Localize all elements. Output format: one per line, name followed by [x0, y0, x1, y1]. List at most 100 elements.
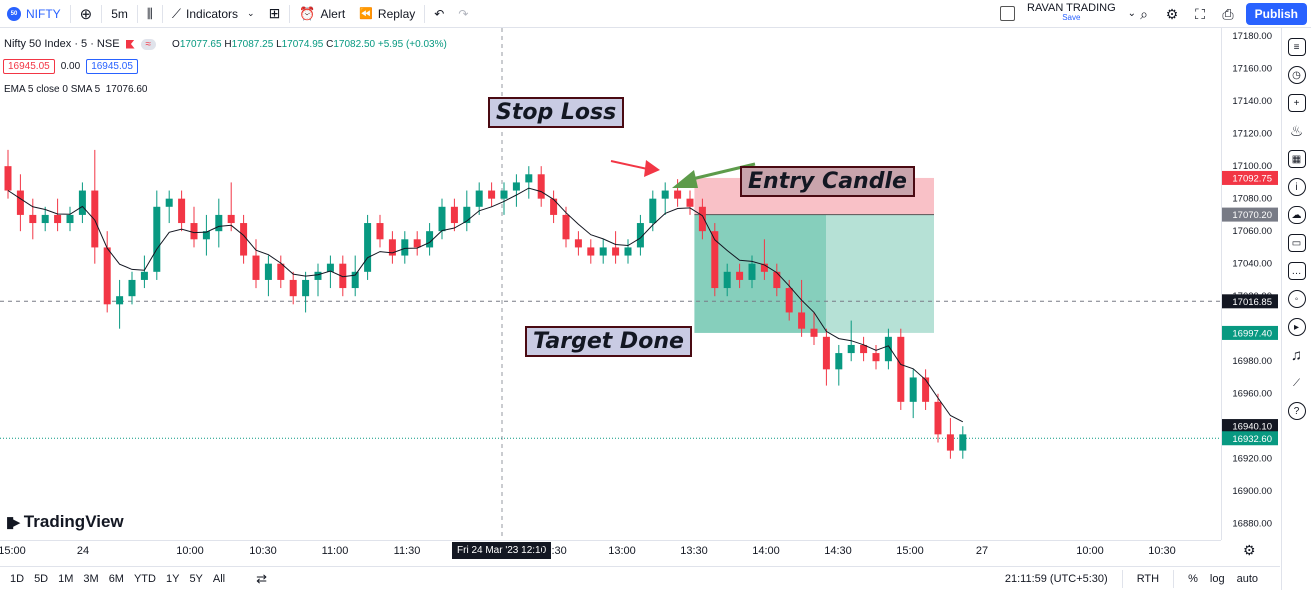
- entry-arrowhead: [672, 170, 698, 188]
- ohlc-values: O17077.65 H17087.25 L17074.95 C17082.50 …: [172, 39, 447, 50]
- open-label: O: [172, 38, 180, 50]
- compare-button[interactable]: ⊕: [73, 0, 100, 28]
- divider: [424, 4, 426, 23]
- notifications-bell-icon[interactable]: ♫: [1290, 346, 1303, 364]
- candle-body: [525, 174, 533, 183]
- candle-body: [128, 279, 136, 297]
- indicator-value: 17076.60: [105, 84, 148, 95]
- candle-body: [661, 190, 669, 199]
- candle-body: [252, 255, 260, 280]
- auto-toggle[interactable]: auto: [1236, 573, 1258, 585]
- candle-body: [922, 377, 930, 402]
- high-label: H: [224, 38, 232, 50]
- rewind-icon: ⏪: [359, 8, 373, 20]
- symbol-search[interactable]: 50 NIFTY: [0, 0, 68, 28]
- alerts-clock-icon[interactable]: ◷: [1287, 66, 1306, 84]
- chevron-down-icon[interactable]: ⌄: [1127, 7, 1137, 19]
- low-value: 17074.95: [281, 38, 324, 50]
- stop-loss-annotation[interactable]: Stop Loss: [488, 97, 625, 128]
- range-tab-1m[interactable]: 1M: [58, 573, 74, 585]
- range-tab-3m[interactable]: 3M: [83, 573, 99, 585]
- redo-button[interactable]: ↷: [451, 0, 475, 28]
- candle-body: [798, 312, 806, 329]
- candle-body: [16, 190, 24, 215]
- entry-candle-annotation[interactable]: Entry Candle: [740, 166, 915, 197]
- candle-body: [760, 263, 768, 272]
- chart-settings-gear-icon[interactable]: ⚙: [1243, 542, 1256, 558]
- candle-body: [215, 214, 223, 232]
- drawing-tool-icon[interactable]: ⟋: [1293, 377, 1300, 389]
- grid-icon: ⊞: [268, 5, 281, 21]
- range-tab-1y[interactable]: 1Y: [165, 573, 180, 585]
- range-tab-5y[interactable]: 5Y: [189, 573, 203, 585]
- clock-value[interactable]: 21:11:59 (UTC+5:30): [1004, 573, 1108, 585]
- percent-toggle[interactable]: %: [1188, 573, 1198, 585]
- watchlist-icon[interactable]: ≡: [1287, 38, 1306, 56]
- indicator-name: EMA 5 close 0 SMA 5: [4, 84, 101, 95]
- candle-body: [438, 206, 446, 232]
- time-axis[interactable]: Fri 24 Mar '23 12:10 15:00 24 10:00 10:30 11…: [0, 540, 1221, 563]
- layouts-button[interactable]: ⊞: [262, 0, 288, 28]
- range-tab-all[interactable]: All: [212, 573, 226, 585]
- candle-body: [550, 198, 558, 215]
- add-list-icon[interactable]: +: [1287, 94, 1306, 112]
- tradingview-logo[interactable]: ▮▸ TradingView: [6, 512, 124, 532]
- candle-body: [339, 263, 347, 289]
- help-icon[interactable]: ?: [1287, 402, 1306, 420]
- chart-type-button[interactable]: ⫼: [140, 0, 160, 28]
- ideas-bulb-icon[interactable]: i: [1287, 178, 1306, 196]
- candle-body: [450, 206, 458, 224]
- candle-body: [388, 239, 396, 256]
- range-tab-ytd[interactable]: YTD: [133, 573, 156, 585]
- indicators-button[interactable]: ⟋ Indicators ⌄: [165, 0, 262, 28]
- session-toggle[interactable]: RTH: [1136, 573, 1160, 585]
- candle-body: [475, 190, 483, 207]
- alert-button[interactable]: ⏰ Alert: [292, 0, 352, 28]
- chats-icon[interactable]: ▭: [1287, 234, 1306, 252]
- log-toggle[interactable]: log: [1209, 573, 1225, 585]
- search-icon[interactable]: ⌕: [1140, 5, 1148, 22]
- replay-button[interactable]: ⏪ Replay: [352, 0, 422, 28]
- streams-cloud-icon[interactable]: ☁: [1287, 206, 1306, 224]
- layout-name[interactable]: RAVAN TRADING Save ⌄: [1000, 3, 1136, 23]
- pine-bulb-icon[interactable]: ◦: [1287, 290, 1306, 308]
- divider: [161, 4, 163, 23]
- symbol-name: NIFTY: [26, 6, 61, 21]
- candle-body: [364, 223, 372, 272]
- price-axis[interactable]: 17180.00 17160.00 17140.00 17120.00 17100.00…: [1221, 28, 1278, 540]
- calendar-icon[interactable]: ▦: [1287, 150, 1306, 168]
- layout-checkbox[interactable]: [1000, 5, 1015, 21]
- price-marker-bg: [1222, 294, 1278, 309]
- messages-icon[interactable]: …: [1287, 262, 1306, 280]
- range-tab-5d[interactable]: 5D: [34, 573, 49, 585]
- target-done-annotation[interactable]: Target Done: [525, 326, 692, 357]
- range-tab-1d[interactable]: 1D: [10, 573, 25, 585]
- interval-button[interactable]: 5m: [104, 0, 135, 28]
- time-tick-label: 11:00: [321, 545, 349, 557]
- indicator-legend[interactable]: EMA 5 close 0 SMA 5 17076.60: [4, 84, 147, 95]
- publish-button[interactable]: Publish: [1245, 3, 1307, 25]
- price-marker-bg: [1222, 325, 1278, 340]
- candle-body: [785, 288, 793, 313]
- candle-body: [686, 198, 694, 207]
- hotlist-fire-icon[interactable]: ♨: [1289, 123, 1304, 140]
- price-marker-bg: [1222, 207, 1278, 222]
- plus-circle-icon: ⊕: [79, 5, 93, 23]
- divider: [136, 4, 138, 23]
- fullscreen-icon[interactable]: ⛶: [1195, 5, 1205, 22]
- gear-icon[interactable]: ⚙: [1165, 5, 1179, 22]
- range-tab-6m[interactable]: 6M: [108, 573, 124, 585]
- price-marker: 16997.40: [1222, 325, 1278, 340]
- undo-button[interactable]: ↶: [427, 0, 451, 28]
- buy-price[interactable]: 16945.05: [86, 59, 138, 74]
- time-tick-label: 10:00: [176, 545, 204, 557]
- candle-body: [674, 190, 682, 199]
- save-label: Save: [1062, 13, 1081, 22]
- candle-body: [736, 271, 744, 280]
- candle-body: [488, 190, 496, 199]
- camera-icon[interactable]: ⎙: [1222, 5, 1234, 22]
- broadcast-icon[interactable]: ▸: [1287, 318, 1306, 336]
- goto-date-icon[interactable]: ⇄: [256, 571, 268, 586]
- candle-body: [165, 198, 173, 207]
- sell-price[interactable]: 16945.05: [3, 59, 55, 74]
